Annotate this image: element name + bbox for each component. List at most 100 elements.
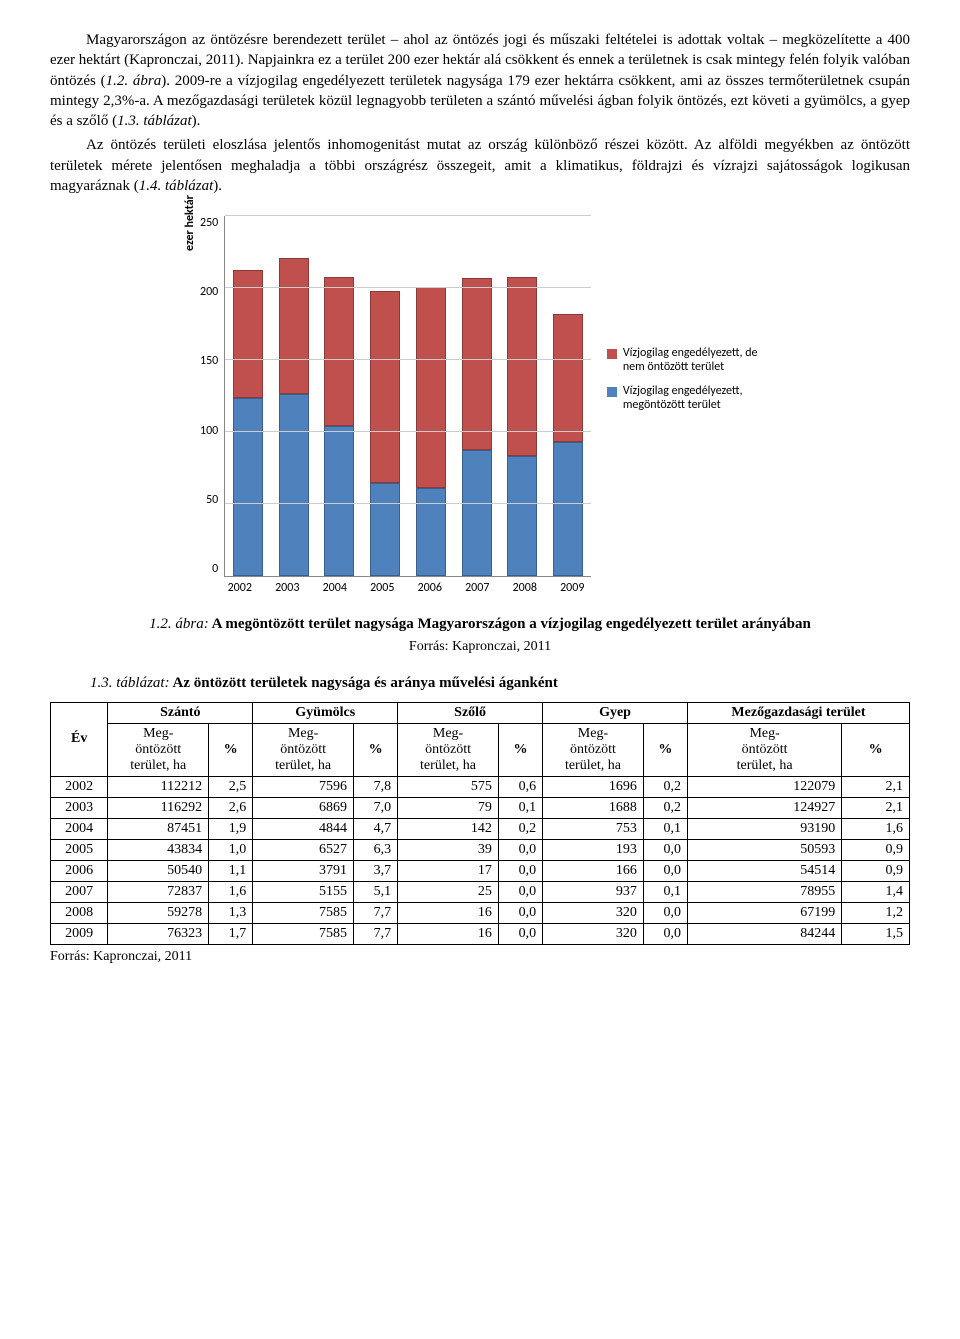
paragraph-1: Magyarországon az öntözésre berendezett … [50, 30, 910, 131]
table-cell: 7,0 [354, 797, 398, 818]
table-cell: 6527 [253, 839, 354, 860]
table-cell: 84244 [687, 923, 841, 944]
bar [279, 258, 309, 576]
th-group: Gyep [543, 702, 688, 723]
table-cell: 2004 [51, 818, 108, 839]
table-cell: 937 [543, 881, 644, 902]
gridline [225, 287, 591, 288]
table-cell: 87451 [108, 818, 209, 839]
table-cell: 79 [398, 797, 499, 818]
bar-segment-blue [279, 394, 309, 576]
gridline [225, 215, 591, 216]
table-cell: 7,8 [354, 776, 398, 797]
table-cell: 1,2 [842, 902, 910, 923]
table-cell: 0,0 [498, 923, 542, 944]
table-cell: 0,1 [643, 881, 687, 902]
table-cell: 0,6 [498, 776, 542, 797]
chart-x-axis: 20022003200420052006200720082009 [216, 577, 596, 595]
table-cell: 3791 [253, 860, 354, 881]
bar-segment-red [462, 278, 492, 450]
bar-segment-blue [462, 450, 492, 576]
table-cell: 1,9 [209, 818, 253, 839]
paragraph-2: Az öntözés területi eloszlása jelentős i… [50, 135, 910, 196]
gridline [225, 503, 591, 504]
table-row: 2007728371,651555,1250,09370,1789551,4 [51, 881, 910, 902]
table-cell: 0,9 [842, 860, 910, 881]
th-group: Gyümölcs [253, 702, 398, 723]
table-cell: 7585 [253, 902, 354, 923]
table-cell: 320 [543, 923, 644, 944]
p2-ref: 1.4. táblázat [139, 178, 214, 194]
x-tick: 2009 [560, 581, 584, 595]
table-cell: 1688 [543, 797, 644, 818]
table-cell: 2,1 [842, 797, 910, 818]
table-cell: 112212 [108, 776, 209, 797]
table-cell: 0,2 [643, 776, 687, 797]
table-cell: 43834 [108, 839, 209, 860]
table-cell: 124927 [687, 797, 841, 818]
table-cell: 1,0 [209, 839, 253, 860]
legend-item-blue: Vízjogilag engedélyezett, megöntözött te… [607, 384, 780, 412]
figure-caption: 1.2. ábra: A megöntözött terület nagyság… [50, 615, 910, 635]
legend-label-blue: Vízjogilag engedélyezett, megöntözött te… [623, 384, 780, 412]
table-row: 2006505401,137913,7170,01660,0545140,9 [51, 860, 910, 881]
table-cell: 0,9 [842, 839, 910, 860]
table-cell: 2008 [51, 902, 108, 923]
table-cell: 6,3 [354, 839, 398, 860]
data-table: ÉvSzántóGyümölcsSzőlőGyepMezőgazdasági t… [50, 702, 910, 945]
table-cell: 4844 [253, 818, 354, 839]
table-row: 2005438341,065276,3390,01930,0505930,9 [51, 839, 910, 860]
table-cell: 5,1 [354, 881, 398, 902]
table-cell: 193 [543, 839, 644, 860]
table-cell: 0,2 [498, 818, 542, 839]
table-cell: 7,7 [354, 923, 398, 944]
table-cell: 54514 [687, 860, 841, 881]
table-caption-title: Az öntözött területek nagysága és aránya… [170, 675, 558, 691]
gridline [225, 359, 591, 360]
table-cell: 1,7 [209, 923, 253, 944]
table-cell: 0,1 [498, 797, 542, 818]
table-cell: 3,7 [354, 860, 398, 881]
table-cell: 2,1 [842, 776, 910, 797]
legend-label-red: Vízjogilag engedélyezett, de nem öntözöt… [623, 346, 780, 374]
table-cell: 25 [398, 881, 499, 902]
bar-segment-red [553, 314, 583, 441]
table-cell: 50593 [687, 839, 841, 860]
bar-segment-blue [324, 426, 354, 576]
table-cell: 1696 [543, 776, 644, 797]
bar [462, 278, 492, 576]
x-tick: 2008 [513, 581, 537, 595]
table-caption: 1.3. táblázat: Az öntözött területek nag… [90, 675, 910, 692]
p1-ref1: 1.2. ábra [106, 73, 162, 89]
legend-swatch-blue [607, 387, 617, 397]
bar [553, 314, 583, 576]
bar-segment-blue [370, 483, 400, 576]
table-cell: 166 [543, 860, 644, 881]
th-sub-pct: % [643, 723, 687, 776]
table-cell: 1,6 [842, 818, 910, 839]
th-sub-area: Meg-öntözöttterület, ha [108, 723, 209, 776]
bar-segment-red [233, 270, 263, 399]
table-cell: 17 [398, 860, 499, 881]
table-cell: 2,5 [209, 776, 253, 797]
table-row: 2009763231,775857,7160,03200,0842441,5 [51, 923, 910, 944]
table-row: 2004874511,948444,71420,27530,1931901,6 [51, 818, 910, 839]
x-tick: 2003 [275, 581, 299, 595]
bar-segment-red [324, 277, 354, 426]
legend-item-red: Vízjogilag engedélyezett, de nem öntözöt… [607, 346, 780, 374]
table-cell: 6869 [253, 797, 354, 818]
table-cell: 0,0 [498, 860, 542, 881]
gridline [225, 431, 591, 432]
th-sub-area: Meg-öntözöttterület, ha [543, 723, 644, 776]
table-cell: 76323 [108, 923, 209, 944]
th-group: Szántó [108, 702, 253, 723]
th-sub-area: Meg-öntözöttterület, ha [687, 723, 841, 776]
y-tick: 100 [200, 424, 218, 438]
table-row: 20021122122,575967,85750,616960,21220792… [51, 776, 910, 797]
table-cell: 0,2 [643, 797, 687, 818]
table-cell: 16 [398, 923, 499, 944]
th-sub-pct: % [842, 723, 910, 776]
x-tick: 2007 [465, 581, 489, 595]
chart-y-axis: 250200150100500 [200, 216, 224, 576]
table-cell: 5155 [253, 881, 354, 902]
